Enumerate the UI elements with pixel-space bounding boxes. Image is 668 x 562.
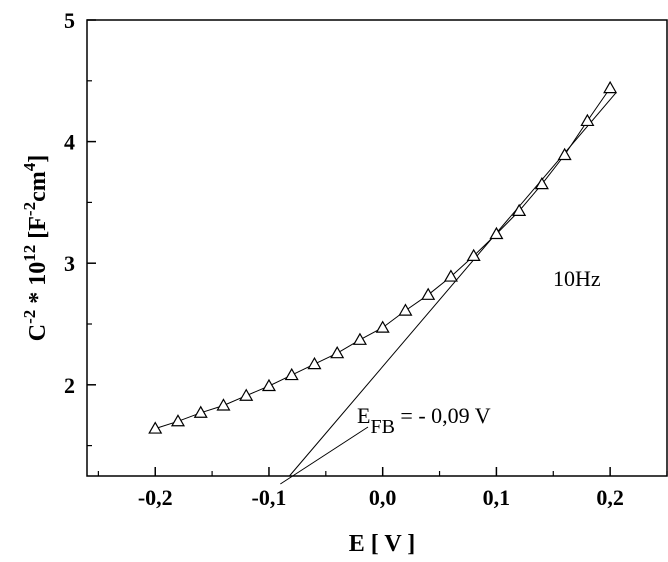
axis-ticks [87,19,668,476]
data-points [148,80,618,434]
x-tick-label: 0,1 [483,485,511,510]
y-tick-label: 5 [64,8,75,33]
data-point-triangle [216,398,231,411]
y-axis-title: C-2 * 1012 [F-2cm4] [20,155,51,342]
data-point-triangle [534,176,549,190]
x-tick-label: 0,0 [369,485,397,510]
x-tick-label: 0,2 [596,485,624,510]
data-point-triangle [330,345,345,359]
data-point-triangle [284,367,299,381]
y-title-unit-close: ] [25,155,51,163]
y-tick-label: 4 [64,130,75,155]
y-tick-labels: 2 3 4 5 [64,8,75,398]
data-curve [155,87,611,430]
data-point-triangle [307,356,322,370]
y-title-mid: * 10 [25,262,51,310]
data-point-triangle [193,405,208,418]
flatband-subscript: FB [370,416,394,438]
data-point-triangle [489,226,504,240]
y-title-exp4: 4 [20,162,39,171]
data-point-triangle [148,421,163,434]
data-point-triangle [580,113,595,127]
x-tick-label: -0,2 [138,485,173,510]
data-point-triangle [352,332,367,345]
y-title-base: C [25,324,51,341]
data-point-triangle [398,303,413,316]
y-tick-label: 3 [64,251,75,276]
data-point-triangle [466,248,481,262]
data-point-triangle [443,269,458,282]
y-title-exp1: -2 [20,310,39,324]
y-title-exp3: -2 [20,202,39,216]
plot-frame [86,19,668,477]
y-title-unit-mid: cm [25,171,51,202]
x-axis-title: E [ V ] [349,531,415,557]
y-title-unit-open: [F [25,216,51,245]
x-tick-labels: -0,2 -0,1 0,0 0,1 0,2 [138,485,624,510]
frequency-label: 10Hz [553,266,601,291]
flatband-value: = - 0,09 V [395,403,491,428]
data-point-triangle [557,147,572,161]
data-curve-line [155,87,611,430]
y-tick-label: 2 [64,373,75,398]
annotation-pointer-line [280,426,369,485]
flatband-label: EFB = - 0,09 V [357,403,491,438]
data-point-triangle [512,203,527,217]
data-point-triangle [421,287,436,300]
flatband-main: E [357,403,370,428]
x-tick-label: -0,1 [252,485,287,510]
data-point-triangle [170,414,186,427]
data-point-triangle [375,320,390,333]
y-title-exp2: 12 [20,245,39,262]
data-point-triangle [261,378,276,392]
data-point-triangle [239,388,254,401]
data-point-triangle [603,80,618,94]
